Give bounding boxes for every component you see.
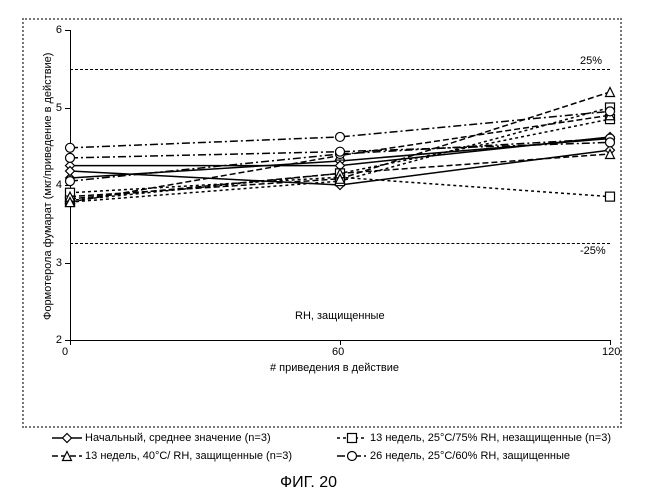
series-marker <box>606 107 615 116</box>
series-marker <box>606 88 615 97</box>
y-tick-label: 5 <box>56 102 62 114</box>
series-marker <box>66 153 75 162</box>
y-axis-title: Формотерола фумарат (мкг/приведение в де… <box>42 53 54 320</box>
ref-label-upper: 25% <box>580 55 602 67</box>
legend-item: 13 недель, 25°C/75% RH, незащищенные (n=… <box>337 432 611 444</box>
x-tick-label: 60 <box>332 346 344 358</box>
chart-svg <box>0 0 645 500</box>
series-marker <box>336 132 345 141</box>
ref-label-lower: -25% <box>580 245 606 257</box>
legend-label: 26 недель, 25°C/60% RH, защищенные <box>367 450 570 462</box>
series-line <box>70 111 610 147</box>
x-axis-title: # приведения в действие <box>270 362 399 374</box>
y-tick <box>65 263 70 264</box>
ref-line-upper <box>70 69 610 70</box>
subtitle: RH, защищенные <box>295 310 385 322</box>
x-tick-label: 120 <box>602 346 620 358</box>
y-tick <box>65 108 70 109</box>
legend-item: Начальный, среднее значение (n=3) <box>52 432 271 444</box>
figure-title: ФИГ. 20 <box>280 474 337 492</box>
x-tick <box>340 340 341 345</box>
x-tick <box>70 340 71 345</box>
legend-label: Начальный, среднее значение (n=3) <box>82 432 271 444</box>
series-marker <box>606 138 615 147</box>
legend-item: 26 недель, 25°C/60% RH, защищенные <box>337 450 570 462</box>
legend: Начальный, среднее значение (n=3) 13 нед… <box>52 432 612 470</box>
series-marker <box>336 147 345 156</box>
series-marker <box>606 192 615 201</box>
x-tick-label: 0 <box>62 346 68 358</box>
series-marker <box>66 167 75 176</box>
ref-line-lower <box>70 243 610 244</box>
legend-label: 13 недель, 40°C/ RH, защищенные (n=3) <box>82 450 292 462</box>
y-tick-label: 3 <box>56 257 62 269</box>
series-marker <box>66 143 75 152</box>
y-tick <box>65 185 70 186</box>
y-tick-label: 4 <box>56 179 62 191</box>
y-tick <box>65 30 70 31</box>
legend-item: 13 недель, 40°C/ RH, защищенные (n=3) <box>52 450 292 462</box>
x-tick <box>610 340 611 345</box>
legend-label: 13 недель, 25°C/75% RH, незащищенные (n=… <box>367 432 611 444</box>
y-tick-label: 2 <box>56 334 62 346</box>
y-tick-label: 6 <box>56 24 62 36</box>
